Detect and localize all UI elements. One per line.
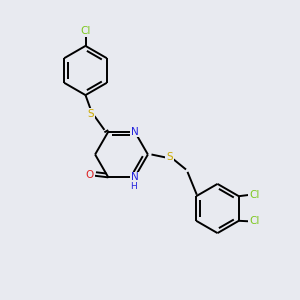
Text: H: H [130,182,136,191]
Text: N: N [131,127,139,136]
Text: O: O [85,170,94,180]
Text: Cl: Cl [80,26,91,36]
Text: S: S [88,109,94,119]
Text: S: S [166,152,173,163]
Text: Cl: Cl [249,216,260,226]
Text: N: N [131,172,139,182]
Text: Cl: Cl [249,190,260,200]
